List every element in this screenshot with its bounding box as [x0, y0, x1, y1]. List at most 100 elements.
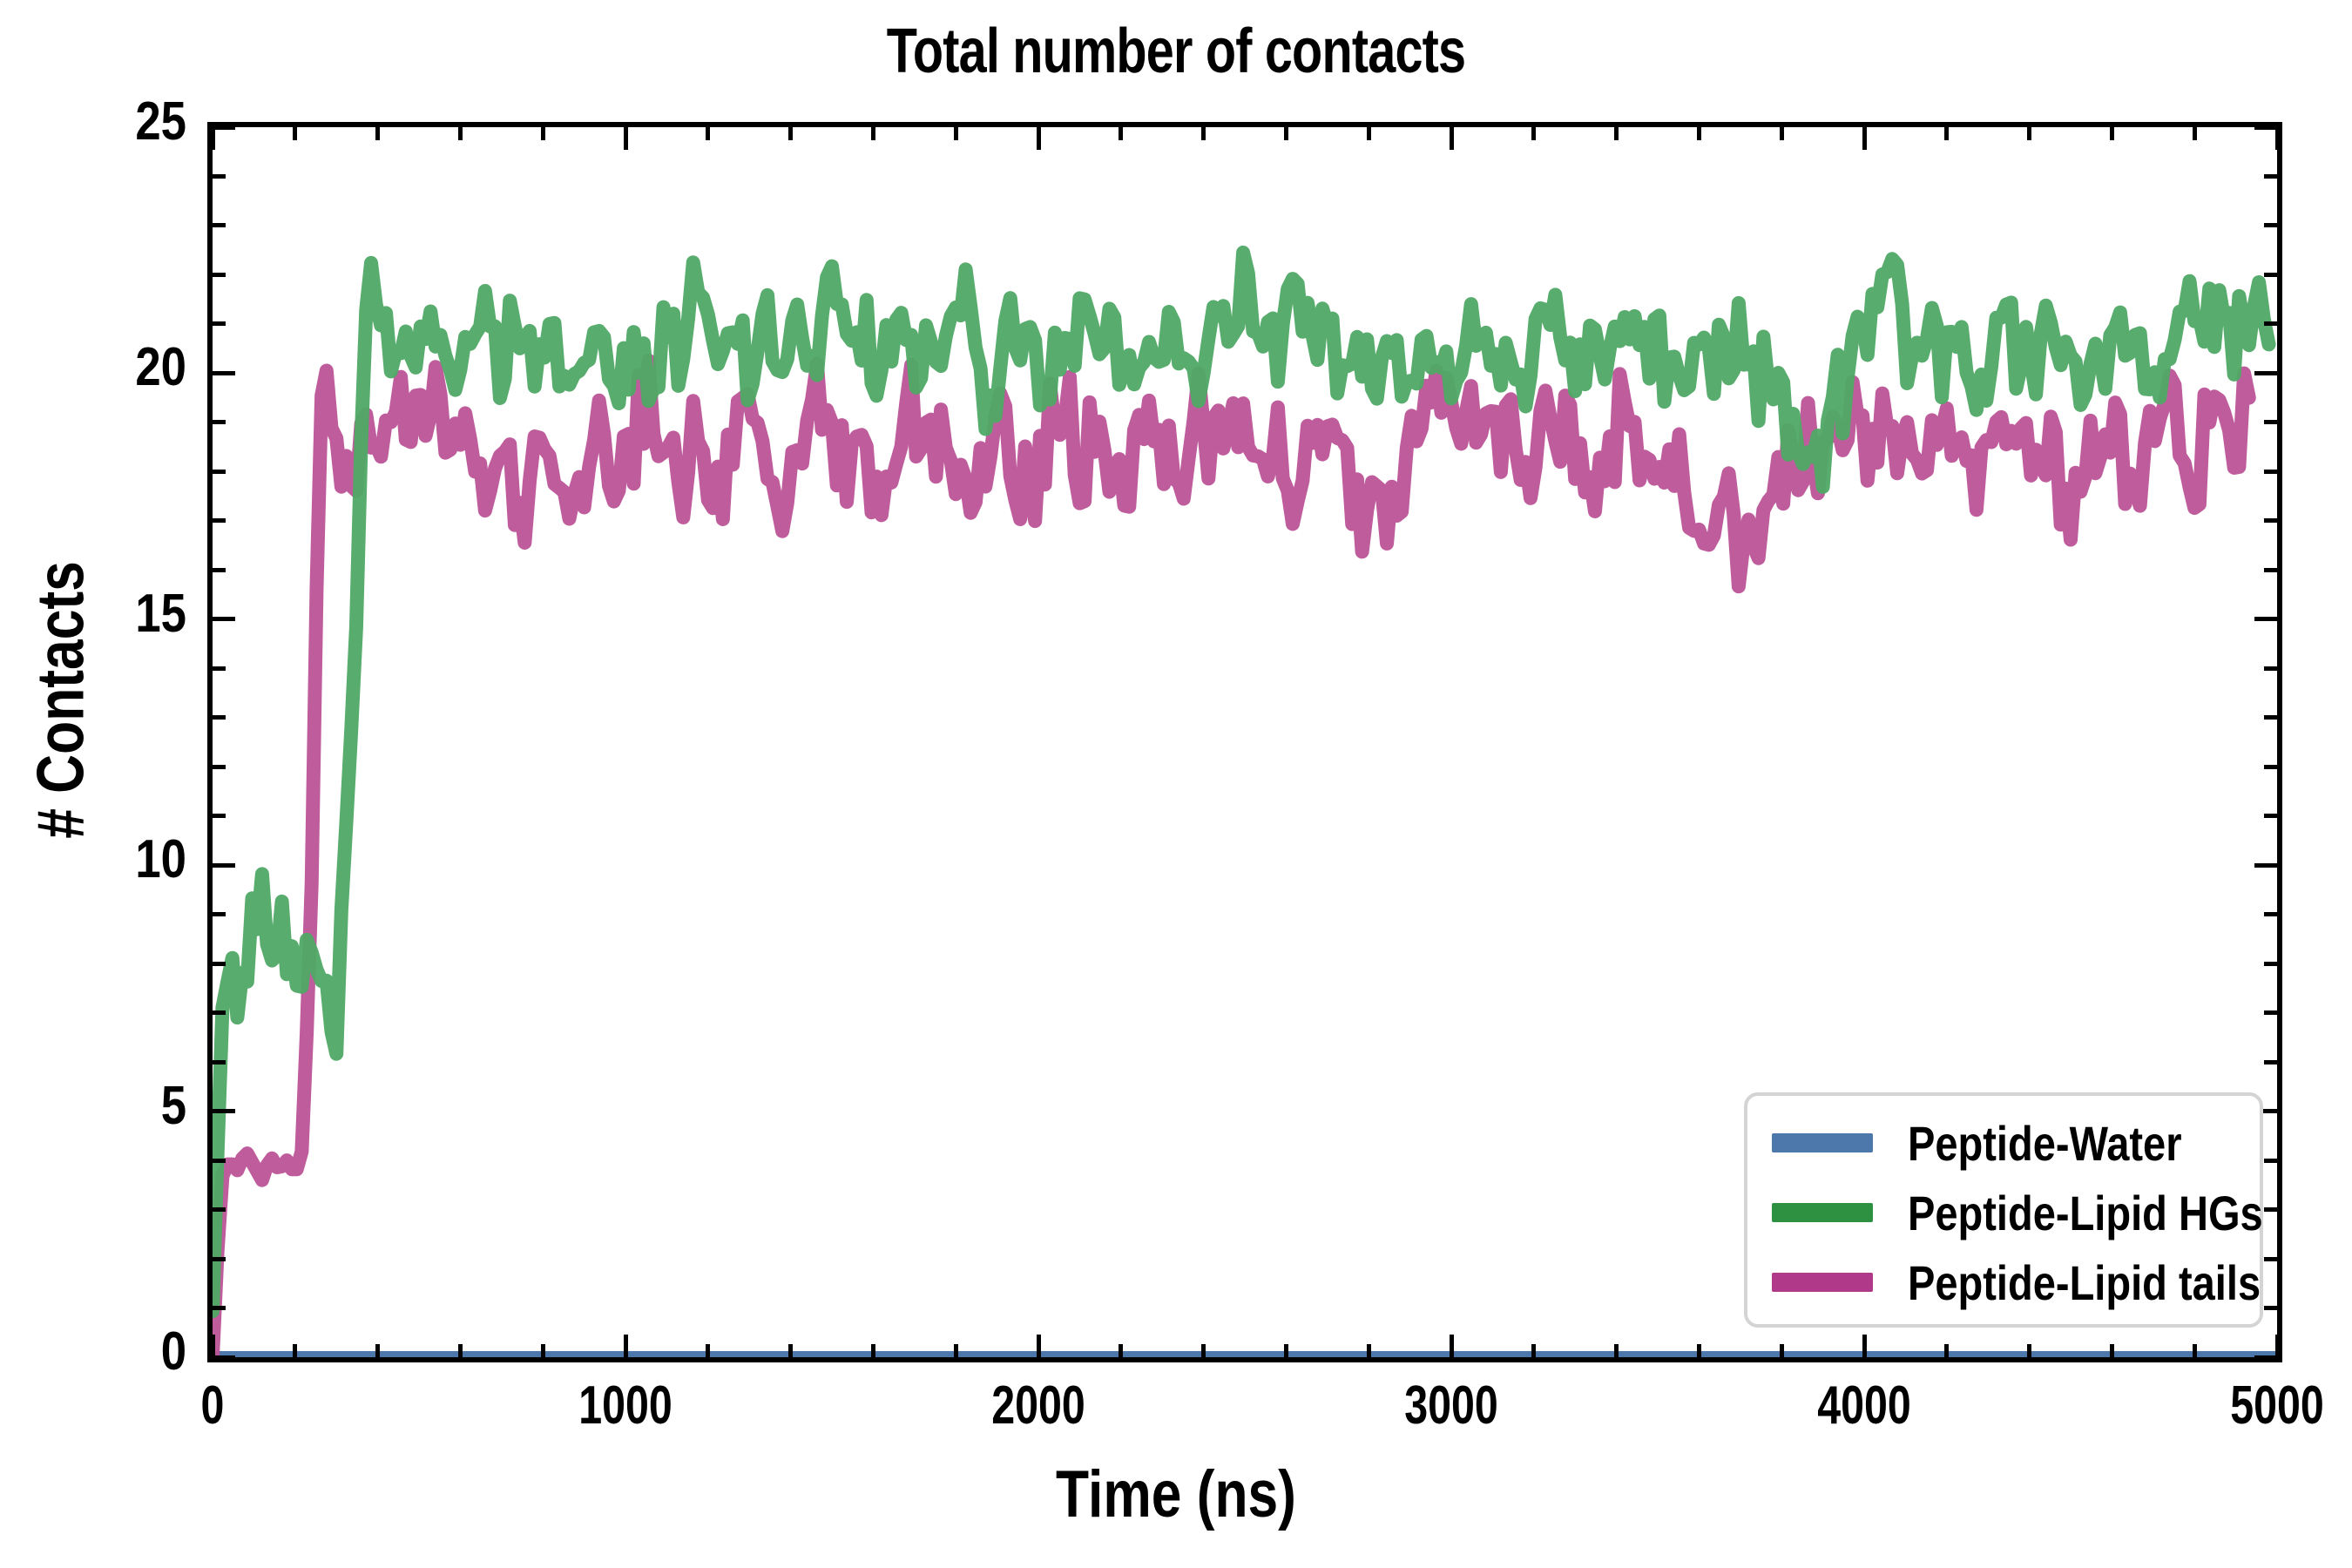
y-tick-minor — [2264, 912, 2277, 917]
y-tick-minor — [2264, 469, 2277, 474]
series-line-peptide-lipid-hgs — [213, 245, 2276, 1319]
x-tick-major — [1862, 127, 1867, 150]
x-tick-minor — [540, 127, 545, 140]
y-tick-major — [2254, 1355, 2277, 1360]
x-tick-minor — [1119, 1344, 1124, 1357]
y-tick-minor — [213, 715, 226, 720]
y-tick-major — [2254, 862, 2277, 868]
y-tick-minor — [213, 1059, 226, 1064]
x-tick-label: 0 — [200, 1375, 225, 1436]
y-tick-major — [2254, 617, 2277, 622]
y-tick-minor — [2264, 173, 2277, 179]
y-tick-minor — [2264, 272, 2277, 277]
y-tick-minor — [2264, 1256, 2277, 1261]
y-tick-minor — [2264, 420, 2277, 425]
x-tick-minor — [1531, 127, 1537, 140]
x-tick-minor — [2027, 1344, 2032, 1357]
x-tick-minor — [953, 127, 958, 140]
y-tick-major — [2254, 370, 2277, 375]
x-tick-minor — [1201, 1344, 1206, 1357]
legend-item-peptide-water[interactable]: Peptide-Water — [1747, 1108, 2260, 1178]
x-tick-major — [2274, 127, 2280, 150]
y-tick-minor — [2264, 666, 2277, 671]
y-tick-label: 20 — [135, 337, 186, 398]
y-tick-label: 10 — [135, 829, 186, 890]
y-tick-minor — [213, 1010, 226, 1016]
y-tick-minor — [2264, 1010, 2277, 1016]
x-tick-minor — [540, 1344, 545, 1357]
x-tick-major — [623, 1335, 628, 1357]
x-tick-minor — [1944, 1344, 1950, 1357]
y-tick-minor — [213, 567, 226, 572]
x-tick-major — [1449, 1335, 1454, 1357]
x-tick-major — [1036, 1335, 1041, 1357]
x-tick-minor — [706, 127, 711, 140]
y-tick-minor — [2264, 1207, 2277, 1213]
legend-item-peptide-lipid-tails[interactable]: Peptide-Lipid tails — [1747, 1247, 2261, 1317]
y-tick-minor — [2264, 764, 2277, 769]
y-tick-major — [213, 862, 235, 868]
y-tick-minor — [2264, 961, 2277, 966]
y-tick-major — [213, 1355, 235, 1360]
x-tick-label: 5000 — [2230, 1375, 2324, 1436]
x-tick-minor — [1366, 1344, 1371, 1357]
y-tick-minor — [213, 1207, 226, 1213]
x-tick-minor — [1283, 127, 1288, 140]
chart-legend[interactable]: Peptide-Water Peptide-Lipid HGs Peptide-… — [1744, 1092, 2263, 1328]
x-tick-major — [1036, 127, 1041, 150]
x-axis-title: Time (ns) — [1056, 1457, 1296, 1531]
x-tick-minor — [2109, 127, 2114, 140]
x-tick-minor — [1944, 127, 1950, 140]
x-tick-major — [623, 127, 628, 150]
x-tick-minor — [1614, 1344, 1619, 1357]
x-tick-minor — [788, 1344, 794, 1357]
y-tick-minor — [2264, 567, 2277, 572]
y-tick-minor — [213, 469, 226, 474]
x-tick-minor — [293, 1344, 298, 1357]
x-tick-minor — [1201, 127, 1206, 140]
y-tick-minor — [213, 1256, 226, 1261]
x-tick-major — [210, 127, 215, 150]
x-tick-minor — [1696, 1344, 1701, 1357]
legend-swatch-icon — [1772, 1203, 1873, 1222]
y-tick-major — [213, 370, 235, 375]
y-tick-label: 25 — [135, 91, 186, 152]
legend-item-label: Peptide-Lipid HGs — [1908, 1185, 2263, 1240]
legend-swatch-icon — [1772, 1133, 1873, 1152]
x-tick-minor — [1119, 127, 1124, 140]
x-tick-minor — [1696, 127, 1701, 140]
plot-svg — [213, 245, 2277, 1357]
y-tick-minor — [2264, 1059, 2277, 1064]
x-tick-label: 4000 — [1817, 1375, 1911, 1436]
y-tick-minor — [2264, 321, 2277, 327]
y-tick-minor — [213, 961, 226, 966]
y-tick-major — [2254, 125, 2277, 130]
x-tick-minor — [1283, 1344, 1288, 1357]
y-tick-major — [213, 1109, 235, 1114]
x-tick-minor — [2027, 127, 2032, 140]
x-tick-minor — [1614, 127, 1619, 140]
y-tick-major — [213, 617, 235, 622]
x-tick-major — [1862, 1335, 1867, 1357]
y-tick-minor — [213, 912, 226, 917]
x-tick-minor — [1779, 127, 1784, 140]
x-tick-minor — [2109, 1344, 2114, 1357]
legend-swatch-icon — [1772, 1273, 1873, 1292]
y-tick-minor — [213, 420, 226, 425]
x-tick-minor — [457, 127, 463, 140]
x-tick-minor — [293, 127, 298, 140]
x-tick-minor — [706, 1344, 711, 1357]
y-tick-minor — [213, 666, 226, 671]
x-tick-label: 3000 — [1404, 1375, 1498, 1436]
chart-title: Total number of contacts — [886, 17, 1466, 86]
y-tick-minor — [213, 1306, 226, 1311]
x-tick-minor — [2192, 1344, 2197, 1357]
x-tick-minor — [1779, 1344, 1784, 1357]
x-tick-minor — [953, 1344, 958, 1357]
legend-item-peptide-lipid-hgs[interactable]: Peptide-Lipid HGs — [1747, 1178, 2263, 1247]
y-axis-title: # Contacts — [24, 561, 98, 839]
y-tick-major — [2254, 1109, 2277, 1114]
y-tick-minor — [213, 223, 226, 228]
x-tick-label: 1000 — [578, 1375, 672, 1436]
